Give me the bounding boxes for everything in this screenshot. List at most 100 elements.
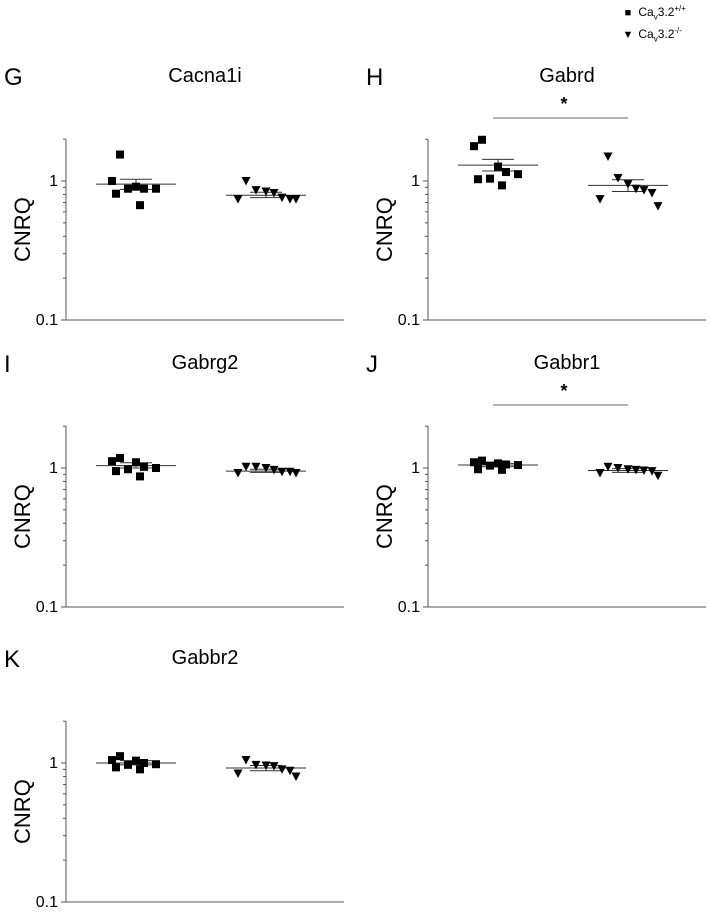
chart-gabbr1-y-tick-label: 1: [411, 460, 420, 477]
chart-gabbr2-point-triangle: [233, 769, 243, 779]
chart-gabbr2-point-square: [136, 765, 144, 774]
chart-gabrd-title: Gabrd: [539, 65, 595, 87]
chart-gabbr1-point-triangle: [631, 465, 641, 475]
chart-gabrg2-point-square: [152, 464, 160, 472]
chart-gabrd-point-square: [478, 135, 486, 144]
chart-gabbr1-point-triangle: [639, 466, 649, 475]
chart-gabrg2: I Gabrg2 CNRQ 1 0.1: [4, 351, 344, 616]
chart-gabrg2-point-square: [140, 462, 148, 471]
chart-cacna1i: G Cacna1i CNRQ 1 0.1: [4, 64, 344, 329]
chart-gabrd-point-triangle: [639, 186, 649, 195]
chart-gabrg2-point-triangle: [233, 469, 243, 478]
chart-gabbr2-point-square: [124, 760, 132, 769]
chart-gabbr1-point-square: [474, 465, 482, 474]
chart-gabrg2-point-square: [124, 465, 132, 474]
chart-gabbr2-point-square: [112, 763, 120, 772]
chart-gabbr2-point-triangle: [251, 760, 261, 770]
chart-gabrd-point-triangle: [595, 195, 605, 204]
legend-item-wildtype: ■ Cav3.2+/+: [621, 4, 686, 21]
chart-cacna1i-point-triangle: [285, 195, 295, 204]
chart-cacna1i-y-tick-label: 0.1: [36, 312, 58, 329]
chart-gabbr1-point-square: [478, 456, 486, 465]
chart-gabbr2-point-triangle: [285, 766, 295, 776]
chart-gabbr1-panel-letter: J: [366, 351, 378, 378]
chart-gabbr1-point-triangle: [647, 467, 657, 476]
square-marker-icon: ■: [624, 7, 632, 19]
chart-gabrg2-point-triangle: [241, 462, 251, 472]
chart-gabrd-point-square: [486, 174, 494, 183]
chart-gabrd-point-triangle: [647, 188, 657, 198]
legend: ■ Cav3.2+/+ ▼ Cav3.2-/-: [0, 0, 709, 50]
chart-gabbr2: K Gabbr2 CNRQ 1 0.1: [4, 646, 344, 911]
chart-gabrd-point-triangle: [631, 184, 641, 194]
chart-gabbr2-point-square: [152, 760, 160, 769]
chart-gabbr1-point-triangle: [603, 462, 613, 472]
chart-cacna1i-point-square: [124, 184, 132, 193]
chart-cacna1i-point-triangle: [241, 177, 251, 186]
chart-gabrd-point-square: [470, 142, 478, 151]
chart-cacna1i-point-triangle: [269, 188, 279, 198]
chart-gabbr2-point-square: [108, 756, 116, 765]
chart-cacna1i-point-square: [112, 189, 120, 198]
triangle-marker-icon: ▼: [622, 29, 634, 41]
chart-gabrd-point-square: [502, 168, 510, 177]
chart-gabbr1-point-triangle: [613, 464, 623, 473]
chart-gabbr1-significance-star: *: [560, 381, 567, 401]
chart-gabbr2-y-tick-label: 0.1: [36, 894, 58, 911]
chart-cacna1i-point-square: [152, 184, 160, 193]
chart-gabrg2-y-axis-label: CNRQ: [10, 484, 35, 549]
chart-gabbr1-title: Gabbr1: [534, 352, 601, 374]
chart-gabbr1-point-triangle: [595, 469, 605, 478]
chart-cacna1i-point-square: [140, 184, 148, 193]
chart-gabbr1-point-square: [486, 461, 494, 470]
chart-cacna1i-point-square: [132, 182, 140, 191]
chart-gabbr2-panel-letter: K: [4, 646, 20, 673]
chart-gabbr1-point-square: [494, 459, 502, 468]
legend-item-knockout: ▼ Cav3.2-/-: [621, 26, 682, 43]
chart-gabrg2-y-tick-label: 0.1: [36, 599, 58, 616]
chart-cacna1i-title: Cacna1i: [168, 65, 241, 87]
chart-gabbr2-point-triangle: [241, 756, 251, 765]
chart-gabrg2-panel-letter: I: [4, 351, 11, 378]
chart-gabrd-point-square: [494, 162, 502, 171]
chart-gabrd-y-tick-label: 0.1: [398, 312, 420, 329]
chart-gabbr2-point-square: [116, 752, 124, 761]
chart-gabbr2-point-triangle: [277, 765, 287, 774]
chart-gabbr2-point-square: [132, 756, 140, 765]
chart-cacna1i-point-square: [116, 150, 124, 159]
legend-label-knockout: Cav3.2-/-: [638, 26, 682, 44]
chart-gabrd-y-tick-label: 1: [411, 173, 420, 190]
chart-gabrd: H Gabrd CNRQ 1 0.1 *: [366, 64, 706, 329]
chart-gabrd-panel-letter: H: [366, 64, 383, 91]
chart-gabbr2-point-triangle: [291, 772, 301, 781]
chart-gabbr1-point-square: [470, 458, 478, 467]
chart-cacna1i-point-triangle: [277, 193, 287, 203]
chart-gabrd-point-triangle: [623, 180, 633, 189]
chart-cacna1i-point-square: [108, 177, 116, 185]
chart-gabrg2-point-square: [132, 458, 140, 467]
chart-cacna1i-point-triangle: [233, 195, 243, 204]
chart-gabrg2-point-triangle: [261, 464, 271, 473]
chart-gabbr1-y-tick-label: 0.1: [398, 599, 420, 616]
chart-gabrd-point-triangle: [613, 174, 623, 183]
chart-gabbr1-point-triangle: [653, 471, 663, 481]
chart-gabrg2-point-triangle: [277, 467, 287, 477]
chart-gabrg2-point-triangle: [269, 465, 279, 475]
chart-cacna1i-y-axis-label: CNRQ: [10, 197, 35, 262]
chart-gabbr2-y-tick-label: 1: [49, 755, 58, 772]
chart-gabbr1-point-square: [498, 465, 506, 474]
chart-gabbr2-title: Gabbr2: [172, 647, 239, 669]
chart-cacna1i-panel-letter: G: [4, 64, 23, 91]
chart-gabrd-point-square: [514, 170, 522, 179]
chart-gabbr2-point-triangle: [261, 761, 271, 770]
chart-gabbr1-point-triangle: [623, 465, 633, 474]
chart-cacna1i-point-triangle: [291, 195, 301, 204]
chart-gabrd-point-triangle: [603, 152, 613, 162]
chart-gabrd-significance-star: *: [560, 94, 567, 114]
chart-gabrg2-point-triangle: [291, 469, 301, 478]
chart-cacna1i-y-tick-label: 1: [49, 173, 58, 190]
chart-cacna1i-point-square: [136, 201, 144, 210]
chart-gabrg2-y-tick-label: 1: [49, 460, 58, 477]
chart-gabbr2-point-square: [140, 759, 148, 767]
